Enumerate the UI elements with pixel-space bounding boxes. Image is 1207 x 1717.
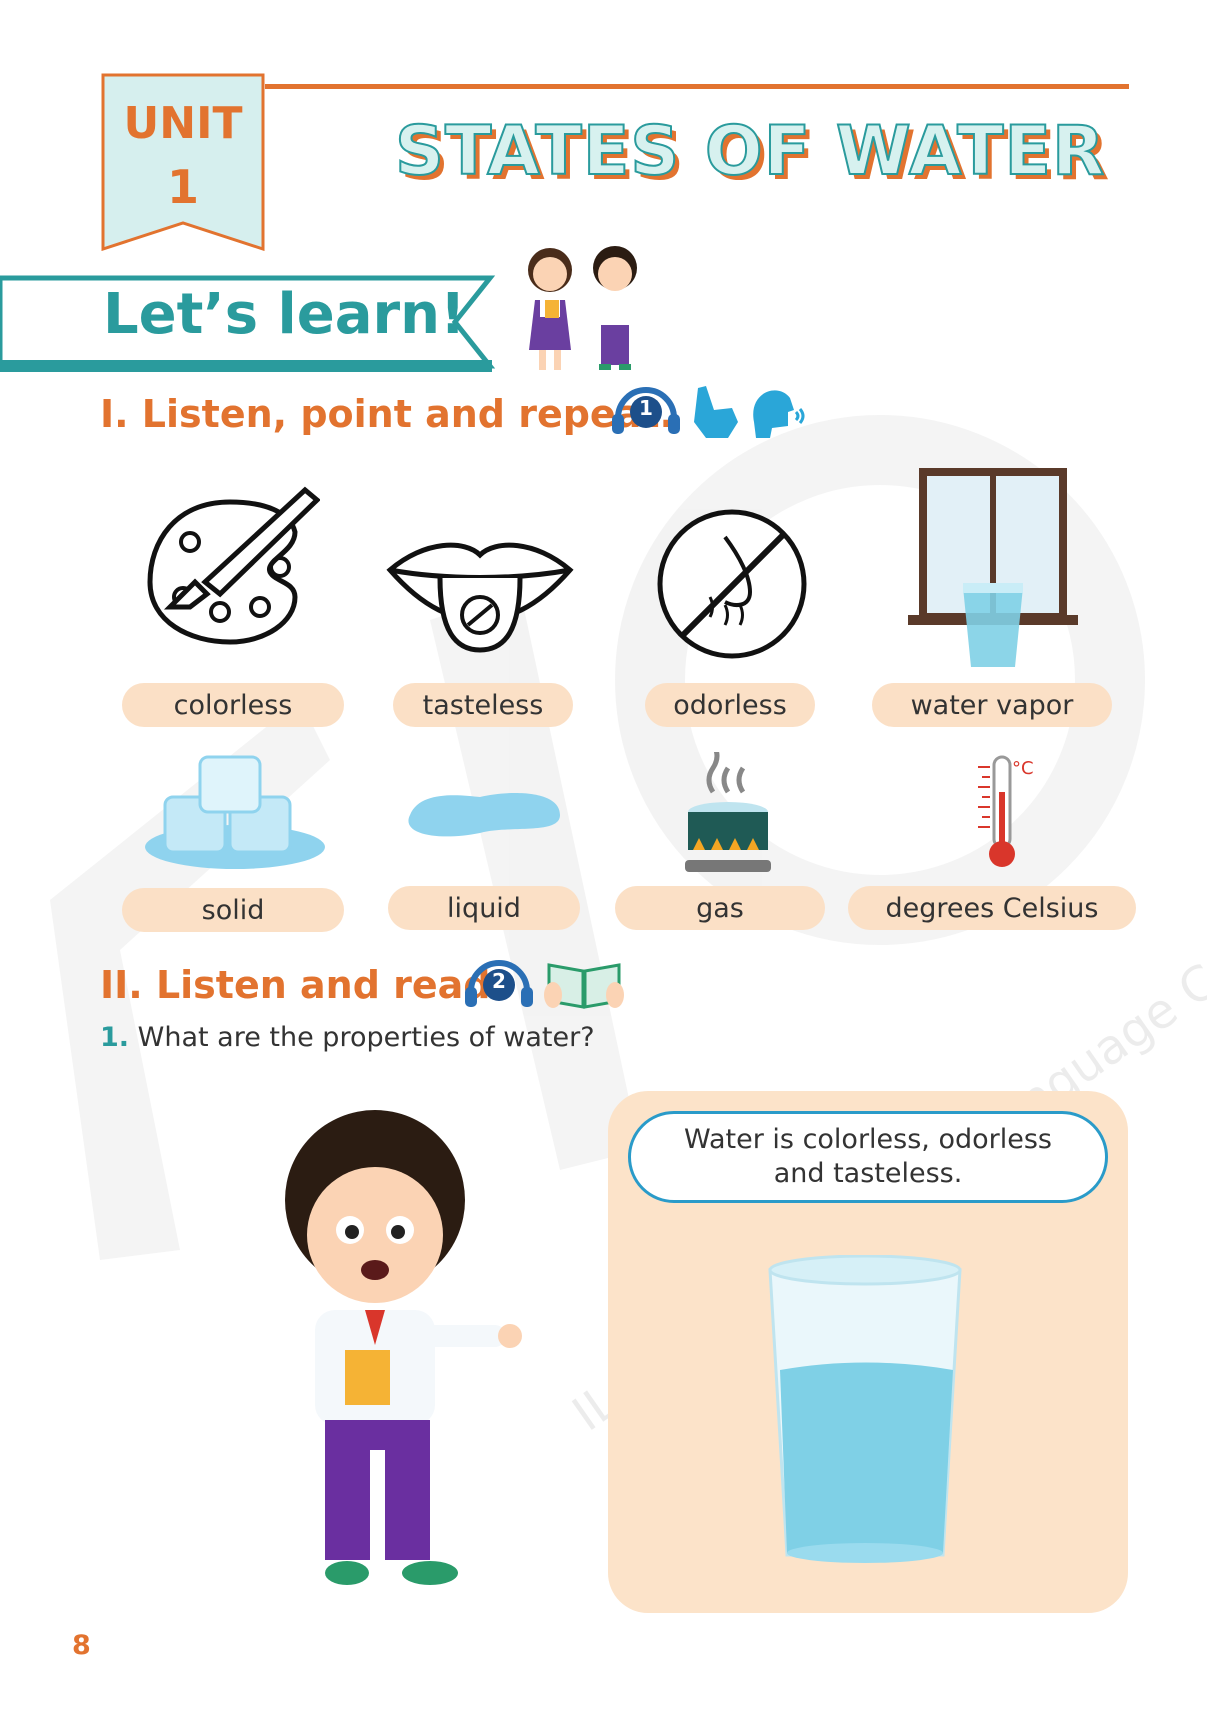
thermometer-icon: °C bbox=[978, 755, 1034, 867]
unit-ribbon bbox=[101, 73, 265, 251]
vocab-colorless[interactable]: colorless bbox=[122, 683, 344, 727]
vocab-gas[interactable]: gas bbox=[615, 886, 825, 930]
lets-learn-banner bbox=[0, 275, 496, 372]
headphones-icon[interactable]: 1 bbox=[610, 382, 682, 438]
celsius-mark: °C bbox=[1012, 758, 1034, 779]
unit-label: UNIT bbox=[123, 98, 243, 149]
water-puddle-icon bbox=[408, 792, 560, 837]
boy-illustration bbox=[285, 1110, 522, 1585]
vocab-solid[interactable]: solid bbox=[122, 888, 344, 932]
answer-text: Water is colorless, odorless and tastele… bbox=[684, 1124, 1052, 1189]
tongue-icon bbox=[386, 542, 574, 653]
kids-illustration bbox=[528, 246, 637, 370]
no-smell-icon bbox=[657, 509, 807, 659]
track-number: 2 bbox=[492, 969, 506, 993]
lets-learn-label: Let’s learn! bbox=[103, 282, 466, 347]
track-number: 1 bbox=[639, 396, 653, 420]
question-number: 1. bbox=[100, 1022, 130, 1053]
unit-number: 1 bbox=[166, 160, 199, 214]
page-title: STATES OF WATER bbox=[394, 111, 1106, 192]
answer-bubble: Water is colorless, odorless and tastele… bbox=[628, 1111, 1108, 1203]
headphones-icon[interactable]: 2 bbox=[463, 955, 535, 1011]
question: 1. What are the properties of water? bbox=[100, 1022, 595, 1053]
water-glass-icon bbox=[768, 1255, 962, 1563]
header-rule bbox=[265, 84, 1129, 89]
vocab-odorless[interactable]: odorless bbox=[645, 683, 815, 727]
section2-heading: II. Listen and read. bbox=[100, 963, 505, 1007]
vocab-water-vapor[interactable]: water vapor bbox=[872, 683, 1112, 727]
boiling-pot-icon bbox=[685, 752, 771, 872]
speaking-head-icon bbox=[753, 390, 805, 438]
section1-heading: I. Listen, point and repeat. bbox=[100, 392, 674, 436]
window-glass-icon bbox=[908, 468, 1078, 667]
page-number: 8 bbox=[72, 1630, 91, 1661]
point-hand-icon bbox=[694, 386, 738, 438]
vocab-liquid[interactable]: liquid bbox=[388, 886, 580, 930]
open-book-icon bbox=[544, 963, 624, 1009]
palette-icon bbox=[147, 486, 320, 645]
vocab-tasteless[interactable]: tasteless bbox=[393, 683, 573, 727]
ice-cubes-icon bbox=[145, 755, 325, 869]
question-text: What are the properties of water? bbox=[137, 1022, 595, 1053]
vocab-degrees-celsius[interactable]: degrees Celsius bbox=[848, 886, 1136, 930]
